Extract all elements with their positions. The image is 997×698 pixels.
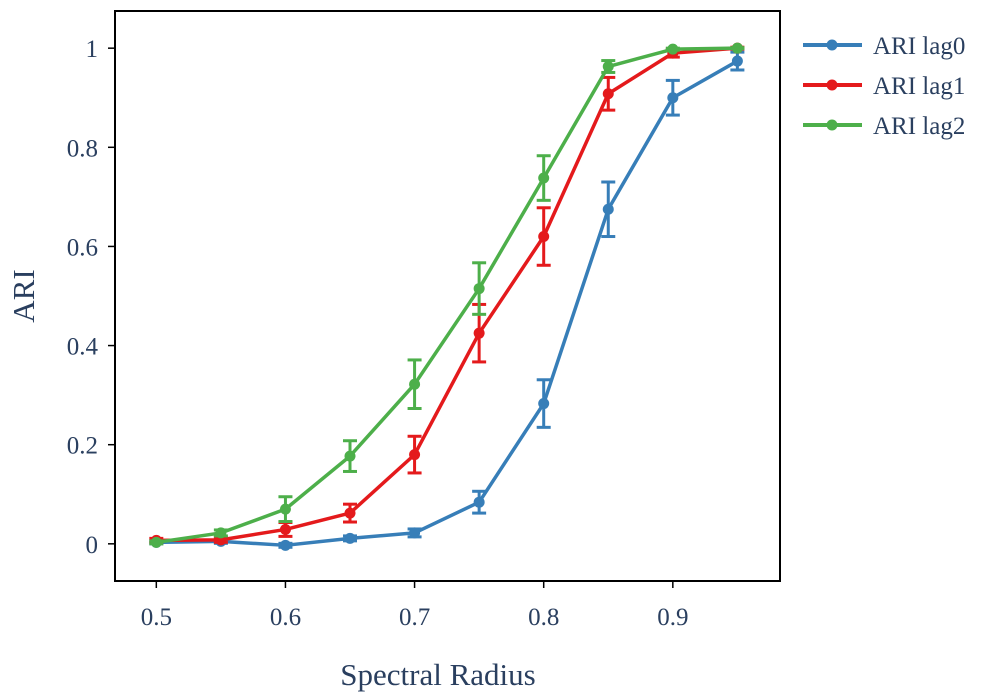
legend-label: ARI lag1 <box>873 73 965 100</box>
x-tick-label: 0.5 <box>141 604 172 631</box>
y-axis: 0 0.2 0.4 0.6 0.8 1 <box>67 36 115 559</box>
data-point <box>473 496 485 508</box>
data-point <box>538 172 550 184</box>
data-point <box>731 42 743 54</box>
data-point <box>344 507 356 519</box>
y-tick-label: 0.4 <box>67 334 99 361</box>
series-line <box>154 59 740 548</box>
data-point <box>667 92 679 104</box>
data-point <box>473 283 485 295</box>
data-point <box>279 503 291 515</box>
x-tick-label: 0.7 <box>399 604 430 631</box>
data-point <box>538 398 550 410</box>
legend-swatch-marker <box>826 79 838 91</box>
y-tick-label: 1 <box>86 36 99 63</box>
data-point <box>215 527 227 539</box>
legend-label: ARI lag2 <box>873 113 965 140</box>
legend-label: ARI lag0 <box>873 33 965 60</box>
x-axis: 0.5 0.6 0.7 0.8 0.9 <box>141 581 688 631</box>
data-point <box>279 539 291 551</box>
data-point <box>602 203 614 215</box>
data-point <box>731 55 743 67</box>
x-axis-title: Spectral Radius <box>340 657 535 692</box>
x-tick-label: 0.8 <box>528 604 559 631</box>
data-point <box>667 43 679 55</box>
series-line <box>154 46 740 543</box>
y-tick-label: 0 <box>86 532 99 559</box>
y-tick-label: 0.6 <box>67 234 98 261</box>
data-point <box>150 536 162 548</box>
data-point <box>473 327 485 339</box>
legend-swatch-marker <box>826 39 838 51</box>
legend: ARI lag0 ARI lag1 ARI lag2 <box>803 33 965 140</box>
x-tick-label: 0.9 <box>657 604 688 631</box>
data-point <box>409 527 421 539</box>
legend-item-ari-lag1: ARI lag1 <box>803 73 965 100</box>
data-point <box>344 532 356 544</box>
data-point <box>409 378 421 390</box>
legend-item-ari-lag0: ARI lag0 <box>803 33 965 60</box>
series-ari-lag2 <box>149 42 745 548</box>
series-layer <box>149 42 745 551</box>
y-axis-title: ARI <box>6 269 41 322</box>
legend-item-ari-lag2: ARI lag2 <box>803 113 965 140</box>
y-tick-label: 0.2 <box>67 433 98 460</box>
data-point <box>279 523 291 535</box>
data-point <box>602 88 614 100</box>
data-point <box>602 61 614 73</box>
data-point <box>409 449 421 461</box>
data-point <box>344 450 356 462</box>
series-line <box>154 46 740 545</box>
x-tick-label: 0.6 <box>270 604 301 631</box>
plot-frame <box>114 10 781 582</box>
y-tick-label: 0.8 <box>67 135 98 162</box>
legend-swatch-marker <box>826 119 838 131</box>
data-point <box>538 231 550 243</box>
